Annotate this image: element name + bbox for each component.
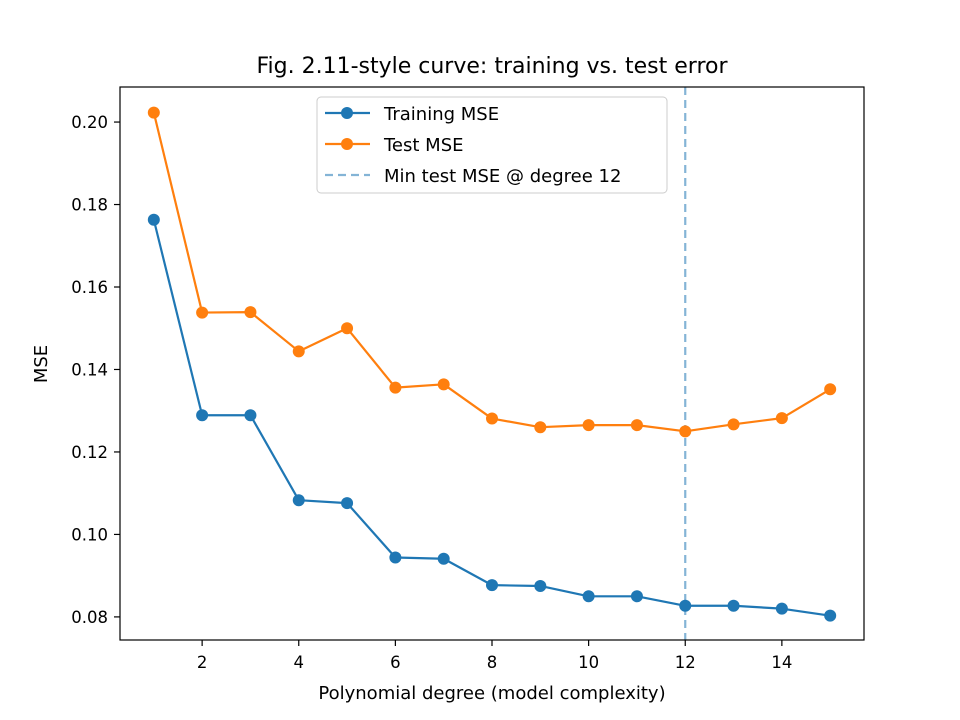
legend-vline-label: Min test MSE @ degree 12	[384, 166, 621, 187]
training-mse-point	[196, 409, 209, 422]
y-tick-label: 0.08	[71, 608, 108, 627]
test-mse-point	[679, 425, 692, 438]
training-mse-point	[824, 609, 837, 622]
training-mse-point	[147, 213, 160, 226]
legend-training-label: Training MSE	[383, 104, 499, 125]
training-mse-point	[437, 552, 450, 565]
test-mse-point	[341, 322, 354, 335]
legend-training-marker	[341, 107, 353, 119]
x-tick-label: 4	[294, 653, 305, 672]
x-tick-label: 12	[675, 653, 696, 672]
test-mse-point	[582, 419, 595, 432]
training-mse-point	[486, 579, 498, 592]
y-axis-ticks: 0.08 0.10 0.12 0.14 0.16 0.18 0.20	[71, 113, 120, 627]
y-tick-label: 0.14	[71, 360, 108, 379]
test-mse-point	[630, 419, 643, 432]
test-mse-point	[775, 412, 788, 425]
training-mse-point	[389, 551, 402, 564]
x-tick-label: 6	[390, 653, 401, 672]
test-mse-point	[244, 306, 257, 319]
legend-test-label: Test MSE	[383, 135, 464, 156]
training-mse-point	[341, 497, 354, 510]
x-tick-label: 10	[578, 653, 599, 672]
y-tick-label: 0.18	[71, 196, 108, 215]
test-mse-point	[824, 383, 837, 396]
plot-area	[147, 87, 837, 640]
training-mse-point	[630, 590, 643, 603]
x-axis-label: Polynomial degree (model complexity)	[318, 683, 665, 704]
training-mse-point	[244, 409, 257, 422]
y-tick-label: 0.20	[71, 113, 108, 132]
chart-title: Fig. 2.11-style curve: training vs. test…	[256, 54, 728, 79]
training-mse-point	[582, 590, 595, 603]
test-mse-point	[389, 381, 402, 394]
x-tick-label: 2	[197, 653, 208, 672]
training-mse-point	[534, 579, 547, 592]
training-mse-point	[679, 599, 692, 612]
test-mse-point	[437, 378, 450, 391]
test-mse-point	[147, 106, 160, 119]
legend-test-marker	[341, 138, 353, 150]
test-mse-point	[292, 345, 305, 358]
test-mse-point	[486, 412, 498, 425]
x-tick-label: 14	[771, 653, 792, 672]
training-mse-point	[775, 602, 788, 615]
test-mse-point	[727, 418, 740, 431]
y-tick-label: 0.12	[71, 443, 108, 462]
y-tick-label: 0.16	[71, 278, 108, 297]
training-mse-point	[727, 599, 740, 612]
legend-box	[316, 96, 668, 194]
training-mse-point	[292, 494, 305, 507]
test-mse-point	[196, 306, 209, 319]
y-axis-label: MSE	[31, 345, 52, 383]
test-mse-point	[534, 421, 547, 434]
x-tick-label: 8	[487, 653, 498, 672]
legend: Training MSE Test MSE Min test MSE @ deg…	[316, 96, 668, 194]
x-axis-ticks: 2 4 6 8 10 12 14	[197, 640, 792, 672]
y-tick-label: 0.10	[71, 525, 108, 544]
